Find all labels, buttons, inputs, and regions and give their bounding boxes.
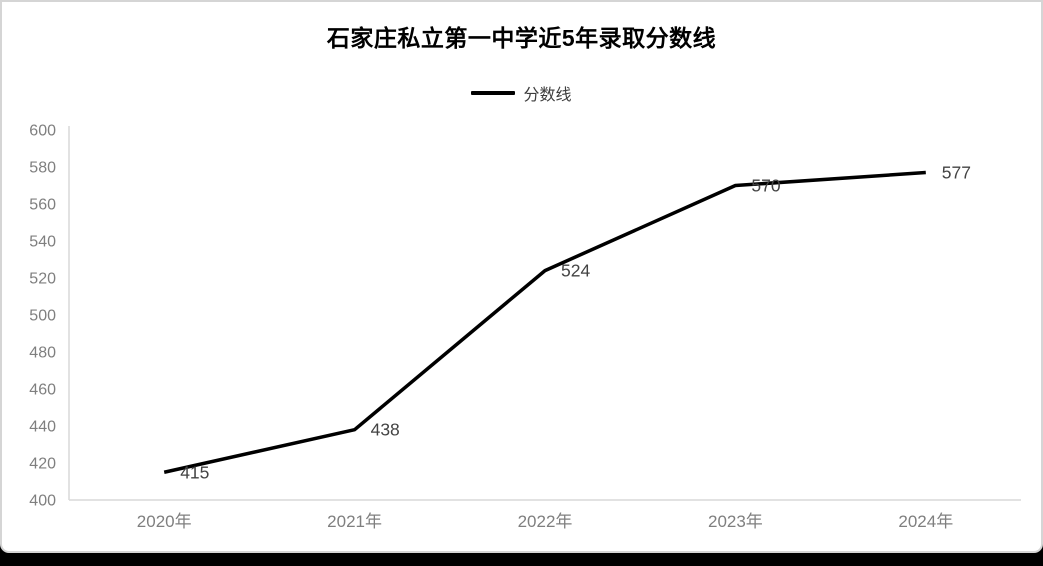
y-axis-tick-label: 420 xyxy=(29,456,56,473)
series-line-分数线 xyxy=(163,170,926,474)
x-axis-tick-label: 2022年 xyxy=(518,512,573,531)
chart-title: 石家庄私立第一中学近5年录取分数线 xyxy=(326,25,717,51)
y-axis-tick-label: 460 xyxy=(29,382,56,399)
x-axis-tick-label: 2020年 xyxy=(137,512,192,531)
y-axis-tick-label: 480 xyxy=(29,345,56,362)
y-axis-tick-label: 580 xyxy=(29,160,56,177)
legend-label: 分数线 xyxy=(523,87,572,104)
data-label: 524 xyxy=(561,261,590,281)
data-label: 570 xyxy=(751,176,780,196)
y-axis-tick-label: 600 xyxy=(29,123,56,140)
x-axis-tick-label: 2023年 xyxy=(708,512,763,531)
x-axis-tick-label: 2021年 xyxy=(327,512,382,531)
chart-card: 石家庄私立第一中学近5年录取分数线 分数线 400 420 440 460 480 500… xyxy=(0,0,1043,553)
y-axis-tick-label: 500 xyxy=(29,308,56,325)
data-label: 415 xyxy=(180,462,209,482)
line-chart: 400 420 440 460 480 500 520 540 560 580 600 2020年 20… xyxy=(29,123,1021,531)
y-axis-tick-label: 400 xyxy=(29,493,56,510)
y-axis-tick-label: 560 xyxy=(29,197,56,214)
y-axis-tick-label: 540 xyxy=(29,234,56,251)
data-label: 577 xyxy=(942,163,971,183)
y-axis-tick-label: 520 xyxy=(29,271,56,288)
legend-line-swatch xyxy=(471,91,516,95)
y-axis-tick-label: 440 xyxy=(29,419,56,436)
x-axis-tick-label: 2024年 xyxy=(898,512,953,531)
data-label: 438 xyxy=(371,420,400,440)
legend: 分数线 xyxy=(2,81,1041,105)
